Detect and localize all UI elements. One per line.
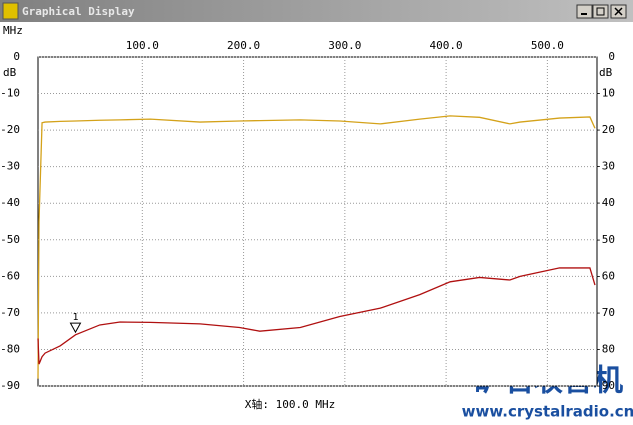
y-tick-label: -90	[0, 379, 20, 392]
y-tick-label-right: -70	[595, 306, 615, 319]
x-tick-label: 400.0	[430, 39, 463, 52]
window-title: Graphical Display	[22, 5, 135, 18]
window-buttons[interactable]	[576, 4, 627, 19]
close-icon	[614, 7, 623, 16]
x-tick-label: 300.0	[328, 39, 361, 52]
x-tick-label: 200.0	[227, 39, 260, 52]
title-bar	[0, 0, 633, 22]
plot-area	[37, 56, 598, 387]
maximize-button[interactable]	[592, 4, 609, 19]
y-tick-label: -20	[0, 123, 20, 136]
marker-label: 1	[72, 312, 78, 323]
y-tick-label: -10	[0, 87, 20, 100]
x-unit-label: MHz	[3, 24, 23, 37]
watermark-url: www.crystalradio.cn	[462, 403, 633, 421]
y-tick-label-right: -60	[595, 269, 615, 282]
y-tick-label: -40	[0, 196, 20, 209]
y-tick-label-right: -50	[595, 233, 615, 246]
y-tick-label: -60	[0, 269, 20, 282]
y-tick-label-right: 0	[608, 50, 615, 63]
y-tick-label-right: -80	[595, 342, 615, 355]
y-tick-label: -50	[0, 233, 20, 246]
x-tick-label: 100.0	[126, 39, 159, 52]
trace	[37, 267, 596, 365]
y-tick-label-right: -20	[595, 123, 615, 136]
minimize-button[interactable]	[576, 4, 593, 19]
y-tick-label: -30	[0, 160, 20, 173]
app-icon	[2, 2, 19, 20]
y-unit-label-left: dB	[3, 66, 17, 79]
y-tick-label-right: -10	[595, 87, 615, 100]
trace	[37, 115, 596, 379]
y-tick-label: 0	[13, 50, 20, 63]
marker	[69, 322, 82, 334]
y-unit-label-right: dB	[599, 66, 613, 79]
y-tick-label: -70	[0, 306, 20, 319]
y-tick-label-right: -40	[595, 196, 615, 209]
y-tick-label-right: -90	[595, 379, 615, 392]
y-tick-label: -80	[0, 342, 20, 355]
maximize-icon	[596, 7, 605, 16]
x-readout: X轴: 100.0 MHz	[245, 397, 335, 411]
x-tick-label: 500.0	[531, 39, 564, 52]
y-tick-label-right: -30	[595, 160, 615, 173]
